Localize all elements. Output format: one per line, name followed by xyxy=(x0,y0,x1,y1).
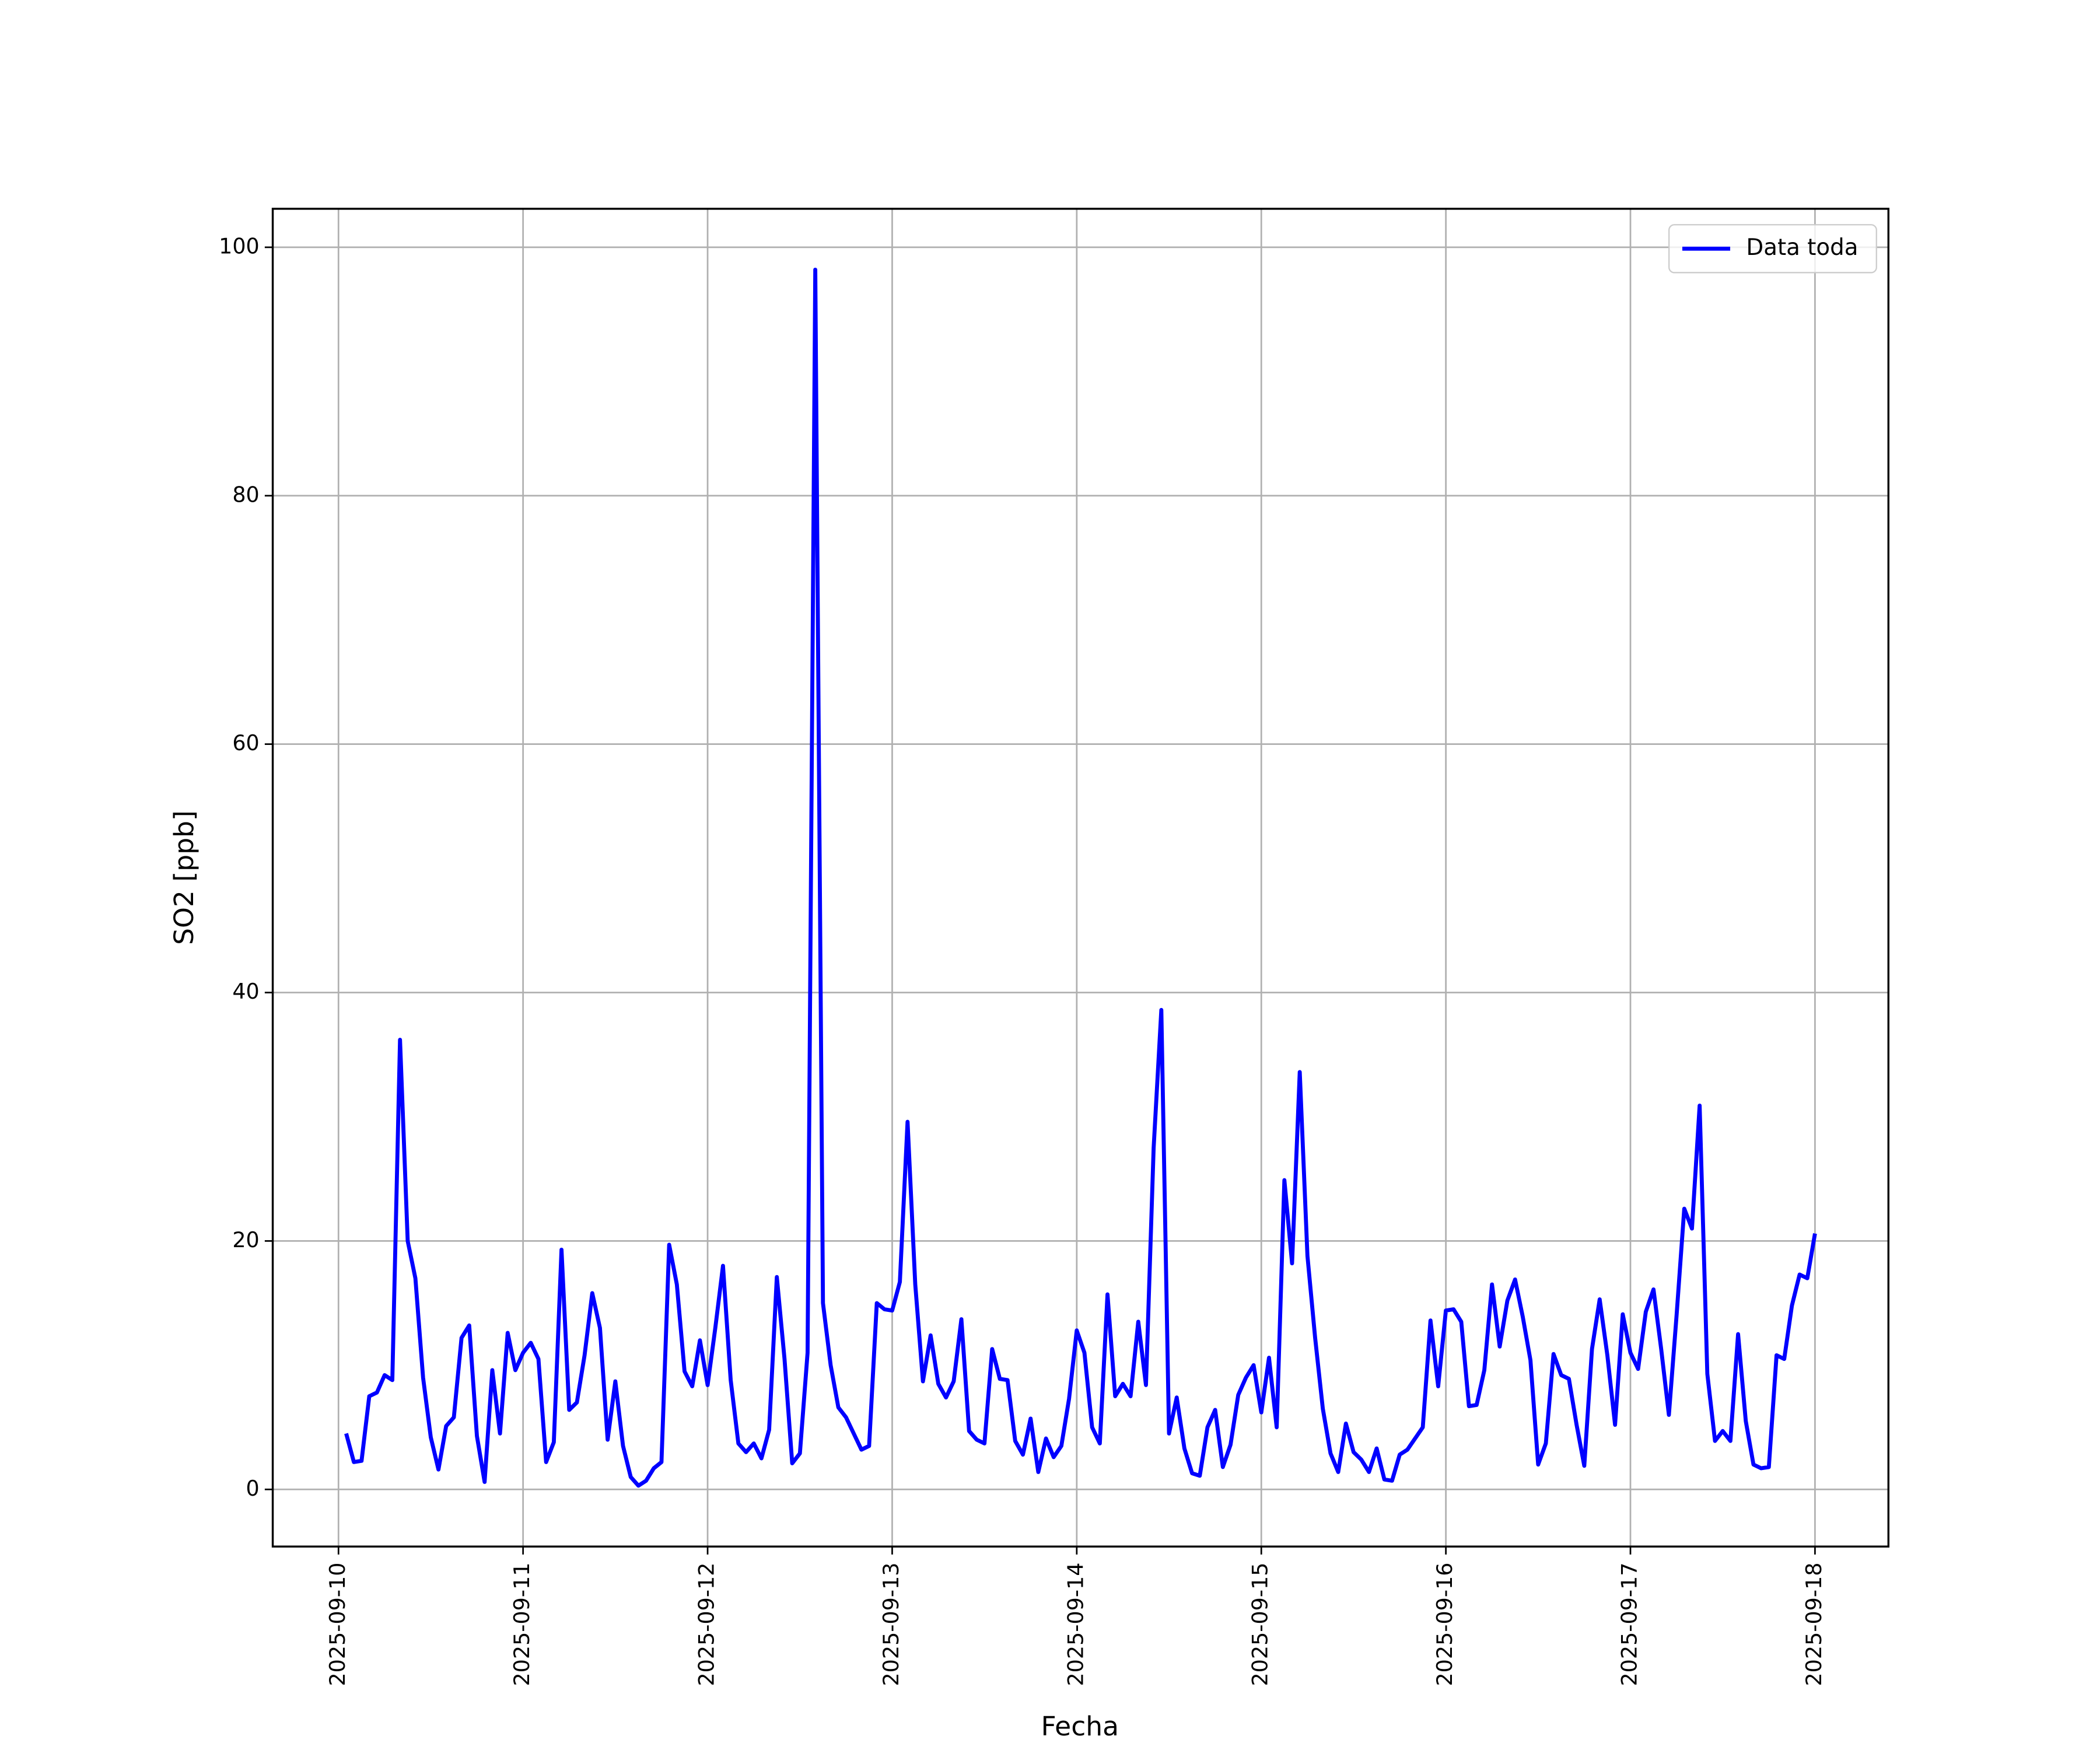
x-tick-label: 2025-09-17 xyxy=(1617,1563,1642,1686)
x-tick-label: 2025-09-13 xyxy=(878,1563,904,1686)
y-tick-label: 40 xyxy=(232,979,259,1004)
x-tick-label: 2025-09-15 xyxy=(1248,1563,1273,1686)
x-tick-label: 2025-09-12 xyxy=(694,1563,719,1686)
legend-box xyxy=(1668,224,1877,274)
y-tick-label: 0 xyxy=(246,1476,260,1501)
y-axis-label: SO2 [ppb] xyxy=(169,810,200,945)
plot-area: 2025-09-10 2025-09-11 2025-09-12 2025-09-13… xyxy=(219,208,1890,1686)
x-tick-label: 2025-09-10 xyxy=(325,1563,350,1686)
data-line xyxy=(344,267,1817,1488)
x-tick-label: 2025-09-16 xyxy=(1432,1563,1457,1686)
legend-label: Data toda xyxy=(1746,235,1858,261)
x-tick-label: 2025-09-11 xyxy=(509,1563,534,1686)
y-tick-label: 20 xyxy=(232,1227,259,1252)
y-tick-label: 60 xyxy=(232,730,259,755)
x-axis-label: Fecha xyxy=(1041,1711,1119,1742)
x-tick-label: 2025-09-14 xyxy=(1063,1563,1088,1686)
y-tick-label: 80 xyxy=(232,482,259,507)
axes-frame xyxy=(271,208,1890,1548)
y-tick-label: 100 xyxy=(219,233,260,258)
x-tick-label: 2025-09-18 xyxy=(1801,1563,1826,1686)
